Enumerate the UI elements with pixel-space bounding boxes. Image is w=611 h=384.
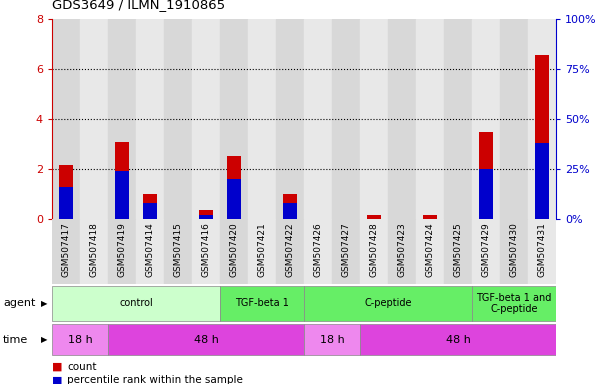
Text: GSM507415: GSM507415 [174, 222, 183, 277]
Bar [444, 19, 472, 219]
Text: GSM507426: GSM507426 [313, 222, 323, 277]
Bar [143, 194, 157, 219]
Text: ■: ■ [52, 375, 62, 384]
Bar [192, 19, 220, 219]
Bar [367, 215, 381, 219]
Text: 48 h: 48 h [445, 335, 470, 345]
Bar [136, 19, 164, 219]
Text: 18 h: 18 h [320, 335, 345, 345]
Bar [360, 219, 388, 284]
Bar [199, 210, 213, 219]
Bar [535, 55, 549, 219]
Text: GSM507425: GSM507425 [453, 222, 463, 277]
Text: GSM507427: GSM507427 [342, 222, 351, 277]
Text: control: control [119, 298, 153, 308]
Text: GSM507428: GSM507428 [370, 222, 378, 277]
Text: GSM507424: GSM507424 [425, 222, 434, 277]
Bar [283, 203, 297, 219]
Text: GSM507418: GSM507418 [89, 222, 98, 277]
Bar [227, 157, 241, 219]
Bar [59, 187, 73, 219]
Bar [52, 286, 220, 321]
Text: percentile rank within the sample: percentile rank within the sample [67, 375, 243, 384]
Text: GSM507421: GSM507421 [257, 222, 266, 277]
Bar [227, 179, 241, 219]
Text: GSM507417: GSM507417 [62, 222, 70, 277]
Bar [500, 19, 528, 219]
Bar [220, 286, 304, 321]
Bar [108, 324, 304, 356]
Text: GSM507422: GSM507422 [285, 222, 295, 277]
Bar [52, 219, 80, 284]
Bar [304, 219, 332, 284]
Bar [416, 19, 444, 219]
Text: 18 h: 18 h [68, 335, 92, 345]
Text: count: count [67, 362, 97, 372]
Bar [108, 219, 136, 284]
Bar [479, 131, 493, 219]
Bar [108, 19, 136, 219]
Bar [136, 219, 164, 284]
Bar [332, 19, 360, 219]
Bar [199, 215, 213, 219]
Bar [143, 203, 157, 219]
Bar [276, 219, 304, 284]
Bar [388, 19, 416, 219]
Bar [479, 169, 493, 219]
Bar [248, 219, 276, 284]
Bar [283, 194, 297, 219]
Bar [304, 19, 332, 219]
Text: GSM507416: GSM507416 [202, 222, 210, 277]
Bar [472, 286, 556, 321]
Text: GSM507419: GSM507419 [117, 222, 126, 277]
Text: ■: ■ [52, 362, 62, 372]
Bar [220, 19, 248, 219]
Bar [416, 219, 444, 284]
Bar [52, 19, 80, 219]
Text: TGF-beta 1 and
C-peptide: TGF-beta 1 and C-peptide [477, 293, 552, 314]
Bar [444, 219, 472, 284]
Bar [360, 19, 388, 219]
Text: GSM507420: GSM507420 [230, 222, 238, 277]
Bar [52, 324, 108, 356]
Text: ▶: ▶ [41, 299, 48, 308]
Bar [304, 286, 472, 321]
Bar [276, 19, 304, 219]
Bar [388, 219, 416, 284]
Bar [164, 219, 192, 284]
Bar [80, 219, 108, 284]
Bar [528, 19, 556, 219]
Bar [80, 19, 108, 219]
Bar [115, 142, 129, 219]
Text: GSM507414: GSM507414 [145, 222, 155, 277]
Text: ▶: ▶ [41, 335, 48, 344]
Bar [59, 165, 73, 219]
Bar [472, 19, 500, 219]
Text: GDS3649 / ILMN_1910865: GDS3649 / ILMN_1910865 [52, 0, 225, 12]
Bar [500, 219, 528, 284]
Bar [535, 143, 549, 219]
Text: GSM507430: GSM507430 [510, 222, 519, 277]
Bar [423, 215, 437, 219]
Bar [472, 219, 500, 284]
Text: GSM507431: GSM507431 [538, 222, 546, 277]
Text: GSM507423: GSM507423 [398, 222, 406, 277]
Bar [360, 324, 556, 356]
Bar [304, 324, 360, 356]
Bar [528, 219, 556, 284]
Text: time: time [3, 335, 28, 345]
Bar [115, 171, 129, 219]
Bar [332, 219, 360, 284]
Text: TGF-beta 1: TGF-beta 1 [235, 298, 289, 308]
Bar [248, 19, 276, 219]
Text: agent: agent [3, 298, 35, 308]
Text: 48 h: 48 h [194, 335, 218, 345]
Text: GSM507429: GSM507429 [481, 222, 491, 277]
Text: C-peptide: C-peptide [364, 298, 412, 308]
Bar [164, 19, 192, 219]
Bar [220, 219, 248, 284]
Bar [192, 219, 220, 284]
